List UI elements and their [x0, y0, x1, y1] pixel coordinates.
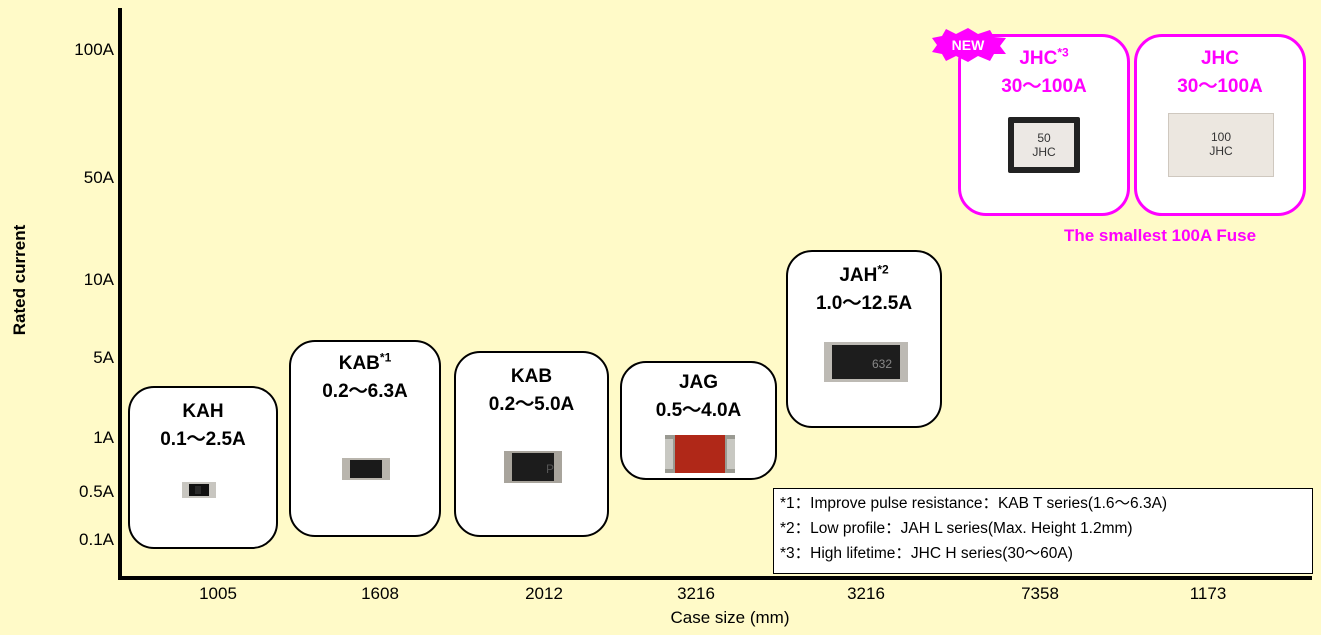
series-card-kab-1608: KAB*1 0.2〜6.3A — [289, 340, 441, 537]
footnote-3: *3：High lifetime：JHC H series(30〜60A) — [780, 545, 1073, 562]
chip-series-text: JHC — [1032, 145, 1056, 159]
tagline: The smallest 100A Fuse — [1063, 226, 1257, 245]
y-tick-100a: 100A — [74, 40, 114, 59]
kab-chip-marking: P — [546, 462, 554, 476]
chip-series-text: JHC — [1209, 144, 1233, 158]
chip-rating-text: 100 — [1210, 130, 1232, 144]
kab-2012-chip-image: P — [504, 451, 562, 483]
x-tick-3216-jag: 3216 — [677, 584, 715, 603]
y-axis — [118, 8, 122, 580]
series-range: 1.0〜12.5A — [815, 293, 913, 314]
x-tick-3216-jah: 3216 — [847, 584, 885, 603]
y-tick-50a: 50A — [83, 168, 114, 187]
new-badge: NEW — [932, 28, 1006, 62]
jhc-1173-chip-image: 100 JHC — [1168, 113, 1274, 177]
x-tick-1173: 1173 — [1189, 584, 1227, 603]
x-tick-2012: 2012 — [525, 584, 563, 603]
series-card-kah: KAH 0.1〜2.5A — [128, 386, 278, 549]
jhc-7358-chip-face: 50 JHC — [1014, 123, 1074, 167]
footnotes-box: *1：Improve pulse resistance：KAB T series… — [773, 488, 1313, 574]
y-tick-1a: 1A — [93, 428, 114, 447]
series-card-jhc-1173: JHC 30〜100A 100 JHC — [1134, 34, 1306, 216]
chip-rating-text: 50 — [1037, 131, 1051, 145]
series-name: KAH — [182, 401, 224, 422]
series-name: JAH*2 — [839, 262, 889, 286]
series-range: 0.5〜4.0A — [655, 400, 742, 421]
x-tick-1608: 1608 — [361, 584, 399, 603]
series-card-jag: JAG 0.5〜4.0A — [620, 361, 777, 480]
jah-chip-image: 632 — [824, 342, 908, 382]
series-range: 0.1〜2.5A — [160, 429, 246, 450]
series-range: 0.2〜6.3A — [322, 381, 408, 402]
series-name: JHC*3 — [1019, 45, 1069, 69]
series-name: JAG — [678, 372, 719, 393]
kah-chip-image — [182, 482, 216, 498]
series-card-jhc-7358: JHC*3 30〜100A 50 JHC — [958, 34, 1130, 216]
kab-1608-chip-image — [342, 458, 390, 480]
series-name: KAB*1 — [338, 350, 392, 374]
series-card-jah: JAH*2 1.0〜12.5A 632 — [786, 250, 942, 428]
x-tick-1005: 1005 — [199, 584, 237, 603]
series-name: KAB — [510, 366, 553, 387]
series-range: 0.2〜5.0A — [488, 394, 575, 415]
new-badge-text: NEW — [952, 37, 985, 53]
series-name: JHC — [1200, 48, 1239, 69]
series-range: 30〜100A — [1177, 76, 1263, 97]
x-axis-label: Case size (mm) — [670, 608, 790, 627]
series-card-kab-2012: KAB 0.2〜5.0A P — [454, 351, 609, 537]
x-axis — [118, 576, 1312, 580]
y-tick-5a: 5A — [93, 348, 114, 367]
footnote-2: *2：Low profile：JAH L series(Max. Height … — [780, 520, 1133, 537]
jhc-7358-chip-image: 50 JHC — [1008, 117, 1080, 173]
x-tick-7358: 7358 — [1021, 584, 1059, 603]
y-tick-0-1a: 0.1A — [79, 530, 114, 549]
jag-chip-image — [665, 435, 735, 473]
jah-chip-marking: 632 — [872, 357, 892, 371]
y-tick-10a: 10A — [83, 270, 114, 289]
footnote-1: *1：Improve pulse resistance：KAB T series… — [780, 495, 1168, 512]
series-range: 30〜100A — [1001, 76, 1087, 97]
y-tick-0-5a: 0.5A — [79, 482, 114, 501]
